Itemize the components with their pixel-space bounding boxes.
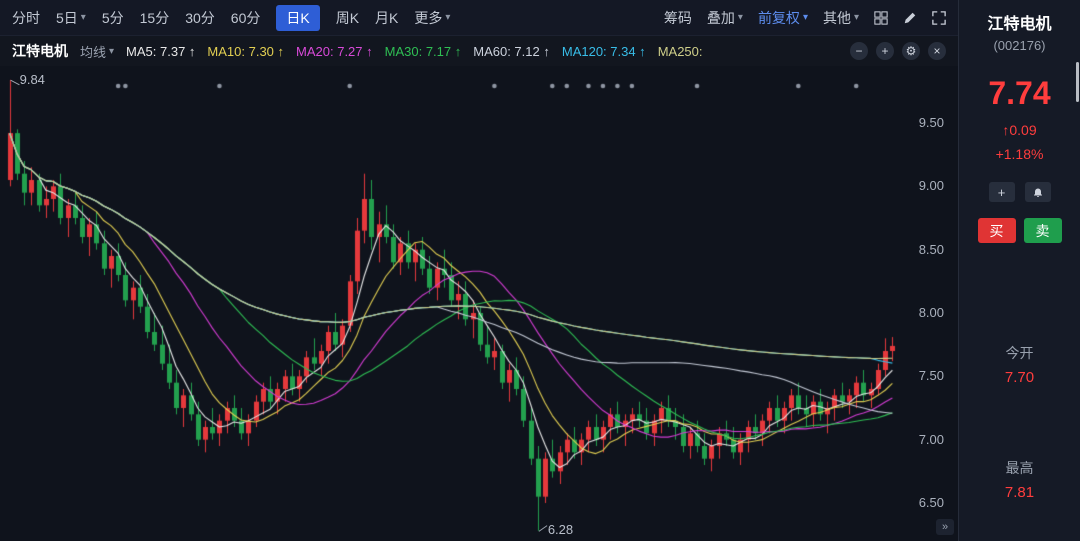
overlay-dropdown[interactable]: 叠加 ▾ [707, 8, 743, 28]
ma10-readout: MA10: 7.30 ↑ [207, 43, 285, 59]
other-label: 其他 [822, 9, 851, 26]
period-tabs: 分时 5日 ▾ 5分 15分 30分 60分 日K 周K 月K 更多 ▾ [12, 4, 450, 31]
high-price-block: 最高 7.81 [1005, 458, 1034, 501]
ma-readout-bar: 江特电机 均线 ▾ MA5: 7.37 ↑ MA10: 7.30 ↑ MA20: … [0, 36, 958, 66]
chevron-down-icon: ▾ [80, 12, 86, 23]
high-price-label: 最高 [1005, 460, 1034, 476]
tab-more-label: 更多 [414, 9, 443, 26]
low-price-annotation: 6.28 [547, 521, 574, 537]
chart-column: 分时 5日 ▾ 5分 15分 30分 60分 日K 周K 月K 更多 ▾ 筹码 叠加… [0, 0, 958, 541]
chevron-down-icon: ▾ [109, 45, 115, 57]
settings-gear-icon[interactable]: ⚙ [902, 42, 920, 60]
ma-type-dropdown[interactable]: 均线 ▾ [80, 42, 114, 61]
chart-stock-name: 江特电机 [12, 43, 68, 59]
ma60-readout: MA60: 7.12 ↑ [473, 43, 550, 59]
open-price-value: 7.70 [1004, 369, 1035, 386]
tab-15min[interactable]: 15分 [139, 9, 170, 26]
ma-type-label: 均线 [80, 44, 107, 60]
ma5-readout: MA5: 7.37 ↑ [126, 43, 196, 59]
price-change: ↑0.09 [1002, 122, 1037, 138]
kline-canvas[interactable] [0, 66, 952, 541]
toolbar-options: 筹码 叠加 ▾ 前复权 ▾ 其他 ▾ [664, 8, 946, 28]
quote-sidebar: 江特电机 (002176) 7.74 ↑0.09 +1.18% + 买 卖 今开… [958, 0, 1080, 541]
period-toolbar: 分时 5日 ▾ 5分 15分 30分 60分 日K 周K 月K 更多 ▾ 筹码 叠加… [0, 0, 958, 36]
chevron-down-icon: ▾ [737, 12, 743, 23]
close-icon[interactable]: × [928, 42, 946, 60]
tab-intraday[interactable]: 分时 [12, 9, 40, 26]
high-price-annotation: 9.84 [19, 71, 45, 87]
collapse-panel-icon[interactable]: » [936, 519, 954, 535]
zoom-out-icon[interactable]: − [850, 42, 868, 60]
other-dropdown[interactable]: 其他 ▾ [823, 8, 859, 28]
adjust-mode-label: 前复权 [757, 9, 800, 26]
sell-button[interactable]: 卖 [1023, 218, 1062, 243]
tab-60min[interactable]: 60分 [230, 9, 261, 26]
ma120-readout: MA120: 7.34 ↑ [561, 43, 646, 59]
ma250-readout: MA250: [657, 43, 703, 59]
tab-monthly-k[interactable]: 月K [375, 9, 399, 26]
chart-tool-icons: − + ⚙ × [850, 42, 946, 60]
trade-buttons: 买 卖 [977, 218, 1062, 243]
chevron-down-icon: ▾ [853, 12, 859, 23]
add-watchlist-icon[interactable]: + [988, 182, 1015, 202]
overlay-label: 叠加 [706, 9, 735, 26]
tab-5day-label: 5日 [56, 9, 78, 26]
fullscreen-expand-icon[interactable] [932, 10, 946, 25]
open-price-block: 今开 7.70 [1005, 343, 1034, 386]
open-price-label: 今开 [1005, 345, 1034, 361]
tab-5min[interactable]: 5分 [101, 9, 124, 26]
draw-pencil-icon[interactable] [903, 11, 917, 25]
sidebar-stock-name: 江特电机 [987, 16, 1052, 33]
tab-5day[interactable]: 5日 ▾ [56, 8, 86, 28]
adjust-mode-dropdown[interactable]: 前复权 ▾ [758, 8, 808, 28]
high-price-value: 7.81 [1004, 484, 1035, 501]
alert-bell-icon[interactable] [1024, 182, 1051, 202]
current-price: 7.74 [988, 75, 1051, 111]
sidebar-stock-code: (002176) [993, 38, 1046, 53]
grid-layout-icon[interactable] [874, 10, 888, 25]
kline-chart-area: 9.50 9.00 8.50 8.00 7.50 7.00 6.50 9.84 6.28 » [0, 66, 958, 541]
ma30-readout: MA30: 7.17 ↑ [384, 43, 462, 59]
ma20-readout: MA20: 7.27 ↑ [296, 43, 373, 59]
chips-distribution-button[interactable]: 筹码 [663, 9, 692, 26]
chevron-down-icon: ▾ [445, 12, 451, 23]
zoom-in-icon[interactable]: + [876, 42, 894, 60]
tab-30min[interactable]: 30分 [185, 9, 215, 26]
scrollbar-thumb[interactable] [1076, 62, 1079, 102]
price-change-percent: +1.18% [995, 146, 1044, 162]
tab-daily-k[interactable]: 日K [276, 4, 320, 31]
buy-button[interactable]: 买 [977, 218, 1016, 243]
tab-weekly-k[interactable]: 周K [335, 9, 360, 26]
chevron-down-icon: ▾ [802, 12, 808, 23]
watchlist-tools: + [988, 182, 1051, 202]
tab-more[interactable]: 更多 ▾ [414, 8, 450, 28]
